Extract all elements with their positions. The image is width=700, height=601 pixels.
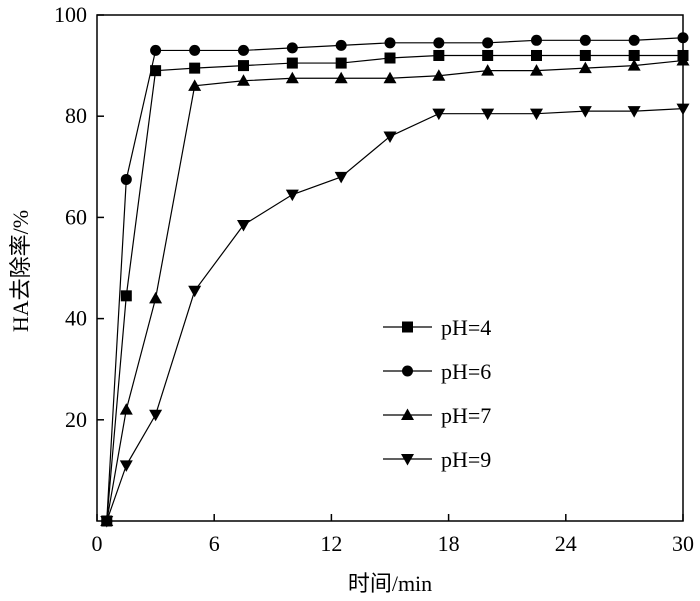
data-point xyxy=(531,34,542,46)
data-point xyxy=(119,460,133,472)
data-point xyxy=(384,52,396,64)
legend-marker xyxy=(402,321,413,333)
legend-label: pH=4 xyxy=(441,315,491,340)
data-point xyxy=(120,173,132,185)
data-point xyxy=(285,189,299,202)
data-point xyxy=(531,49,542,61)
data-point xyxy=(433,37,445,49)
series-1 xyxy=(101,49,689,527)
data-point xyxy=(432,108,446,121)
data-point xyxy=(237,219,250,232)
data-point xyxy=(237,74,250,86)
data-point xyxy=(149,291,163,304)
data-point xyxy=(238,60,249,72)
legend: pH=4 pH=6 pH=7 pH=9 xyxy=(383,315,491,472)
data-point xyxy=(578,61,592,74)
series-line xyxy=(106,59,684,522)
data-point xyxy=(530,64,543,76)
legend-item: pH=9 xyxy=(383,447,491,472)
y-tick-label: 80 xyxy=(65,103,87,128)
data-point xyxy=(627,59,641,71)
legend-label: pH=7 xyxy=(441,403,491,428)
y-tick-label: 40 xyxy=(65,306,87,331)
data-point xyxy=(383,71,397,84)
legend-item: pH=6 xyxy=(383,359,491,384)
series-line xyxy=(106,108,684,522)
x-tick-label: 0 xyxy=(92,531,103,556)
data-point xyxy=(676,54,690,66)
y-axis-label: HA去除率/% xyxy=(8,210,33,332)
data-point xyxy=(334,71,348,84)
legend-item: pH=7 xyxy=(383,403,491,428)
x-tick-label: 18 xyxy=(438,531,460,556)
plot-frame xyxy=(96,14,684,522)
y-tick-label: 100 xyxy=(54,2,87,27)
data-point xyxy=(579,49,591,61)
x-tick-label: 24 xyxy=(555,531,577,556)
y-tick-label: 20 xyxy=(65,407,87,432)
data-point xyxy=(238,44,249,56)
series-4 xyxy=(100,103,690,528)
series-3 xyxy=(100,54,690,526)
data-point xyxy=(384,37,396,49)
data-point xyxy=(189,62,201,74)
x-tick-label: 12 xyxy=(320,531,342,556)
legend-marker xyxy=(401,454,414,466)
data-point xyxy=(188,285,202,298)
legend-marker xyxy=(402,365,413,377)
data-point xyxy=(677,32,689,44)
series-line xyxy=(106,37,684,522)
x-axis-label: 时间/min xyxy=(348,571,432,596)
data-point xyxy=(432,69,446,81)
x-tick-label: 6 xyxy=(209,531,220,556)
data-point xyxy=(120,290,132,302)
data-point xyxy=(286,57,298,69)
data-point xyxy=(433,49,445,61)
data-point xyxy=(628,34,640,46)
data-point xyxy=(481,108,495,121)
data-point xyxy=(188,79,202,91)
legend-item: pH=4 xyxy=(383,315,491,340)
data-point xyxy=(100,516,114,528)
data-point xyxy=(119,403,133,415)
series-line xyxy=(106,54,683,522)
legend-label: pH=6 xyxy=(441,359,491,384)
x-tick-label: 30 xyxy=(672,531,694,556)
data-point xyxy=(189,44,201,56)
data-point xyxy=(334,171,348,184)
y-tick-label: 60 xyxy=(65,204,87,229)
data-point xyxy=(286,42,298,54)
data-point xyxy=(150,65,162,77)
data-point xyxy=(578,106,592,118)
series-layer xyxy=(100,32,690,528)
legend-marker xyxy=(401,408,414,420)
data-point xyxy=(482,37,494,49)
data-point xyxy=(628,49,640,61)
data-point xyxy=(285,71,299,84)
data-point xyxy=(150,44,162,56)
data-point xyxy=(482,49,494,61)
data-point xyxy=(627,106,641,118)
data-point xyxy=(335,57,347,69)
data-point xyxy=(579,34,591,46)
data-point xyxy=(676,103,690,116)
data-point xyxy=(383,131,397,143)
axes: 0 6 12 18 24 30 20 40 60 80 100 xyxy=(54,2,694,556)
data-point xyxy=(335,39,347,51)
data-point xyxy=(530,108,543,121)
data-point xyxy=(481,64,495,76)
series-2 xyxy=(101,32,689,527)
data-point xyxy=(149,409,163,422)
legend-label: pH=9 xyxy=(441,447,491,472)
